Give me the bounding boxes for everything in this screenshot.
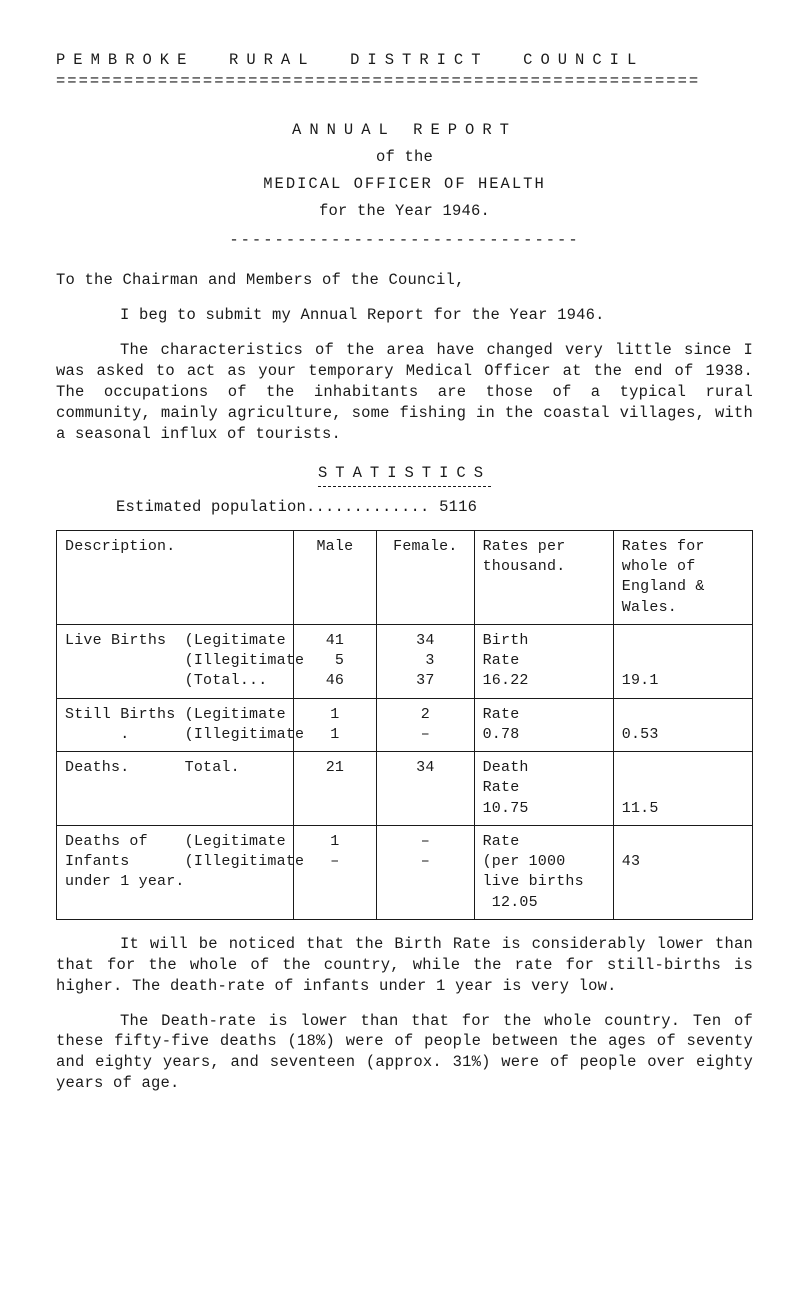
statistics-table: Description. Male Female. Rates per thou… — [56, 530, 753, 920]
col-female: Female. — [377, 530, 474, 624]
cell-female: 34 — [377, 752, 474, 826]
statistics-heading-wrap: STATISTICS — [56, 463, 753, 487]
statistics-heading: STATISTICS — [318, 463, 491, 487]
intro-line: I beg to submit my Annual Report for the… — [56, 305, 753, 326]
col-description: Description. — [57, 530, 294, 624]
table-body: Live Births (Legitimate (Illegitimate (T… — [57, 624, 753, 919]
cell-male: 21 — [293, 752, 377, 826]
report-title-line4: for the Year 1946. — [56, 201, 753, 222]
cell-desc: Live Births (Legitimate (Illegitimate (T… — [57, 624, 294, 698]
report-title-line3: MEDICAL OFFICER OF HEALTH — [56, 174, 753, 195]
table-header-row: Description. Male Female. Rates per thou… — [57, 530, 753, 624]
est-pop-value: 5116 — [439, 498, 477, 516]
cell-rpt: Rate 0.78 — [474, 698, 613, 752]
cell-female: 2 – — [377, 698, 474, 752]
est-pop-label: Estimated population............. — [116, 498, 439, 516]
salutation: To the Chairman and Members of the Counc… — [56, 270, 753, 291]
table-row: Deaths of (Legitimate Infants (Illegitim… — [57, 825, 753, 919]
birthrate-paragraph: It will be noticed that the Birth Rate i… — [56, 934, 753, 997]
cell-male: 1 – — [293, 825, 377, 919]
title-rule: ========================================… — [56, 71, 753, 92]
cell-desc: Still Births (Legitimate . (Illegitimate — [57, 698, 294, 752]
cell-desc: Deaths of (Legitimate Infants (Illegitim… — [57, 825, 294, 919]
col-rates-per-thousand: Rates per thousand. — [474, 530, 613, 624]
cell-rfe: 0.53 — [613, 698, 752, 752]
estimated-population: Estimated population............. 5116 — [116, 497, 753, 518]
cell-rpt: Rate (per 1000 live births 12.05 — [474, 825, 613, 919]
authority-title: PEMBROKE RURAL DISTRICT COUNCIL — [56, 50, 753, 71]
cell-rfe: 43 — [613, 825, 752, 919]
deathrate-paragraph: The Death-rate is lower than that for th… — [56, 1011, 753, 1095]
table-row: Deaths. Total. 21 34 Death Rate 10.75 11… — [57, 752, 753, 826]
table-row: Still Births (Legitimate . (Illegitimate… — [57, 698, 753, 752]
cell-male: 1 1 — [293, 698, 377, 752]
dash-separator: ------------------------------- — [56, 230, 753, 251]
table-row: Live Births (Legitimate (Illegitimate (T… — [57, 624, 753, 698]
cell-rpt: Death Rate 10.75 — [474, 752, 613, 826]
cell-rpt: Birth Rate 16.22 — [474, 624, 613, 698]
report-title-line1: ANNUAL REPORT — [56, 120, 753, 141]
intro-paragraph: The characteristics of the area have cha… — [56, 340, 753, 445]
cell-rfe: 19.1 — [613, 624, 752, 698]
page-root: PEMBROKE RURAL DISTRICT COUNCIL ========… — [0, 0, 801, 1304]
col-rates-england-wales: Rates for whole of England & Wales. — [613, 530, 752, 624]
cell-desc: Deaths. Total. — [57, 752, 294, 826]
cell-female: – – — [377, 825, 474, 919]
cell-female: 34 3 37 — [377, 624, 474, 698]
cell-rfe: 11.5 — [613, 752, 752, 826]
cell-male: 41 5 46 — [293, 624, 377, 698]
col-male: Male — [293, 530, 377, 624]
report-title-line2: of the — [56, 147, 753, 168]
